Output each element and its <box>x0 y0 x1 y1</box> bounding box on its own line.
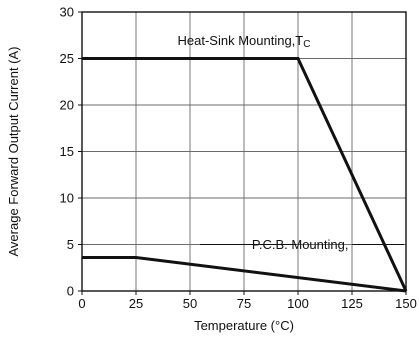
series-line-1 <box>82 57 408 292</box>
y-tick-label: 30 <box>60 5 74 20</box>
x-tick-label: 50 <box>183 296 197 311</box>
x-axis-label: Temperature (°C) <box>194 318 294 333</box>
y-tick-label: 20 <box>60 98 74 113</box>
x-tick-label: 0 <box>78 296 85 311</box>
axis-ticks: 0 25 50 75 100 125 150 0 5 10 15 20 25 30 <box>60 5 417 312</box>
x-tick-label: 25 <box>129 296 143 311</box>
annotations: Heat-Sink Mounting,TC P.C.B. Mounting, <box>178 33 404 252</box>
series-group <box>82 57 408 293</box>
y-tick-label: 5 <box>67 237 74 252</box>
grid <box>82 12 406 291</box>
series-line-2 <box>82 256 407 293</box>
x-tick-label: 125 <box>341 296 363 311</box>
heat-sink-label-subscript: C <box>303 39 310 50</box>
y-tick-label: 10 <box>60 191 74 206</box>
y-tick-label: 25 <box>60 51 74 66</box>
heat-sink-label: Heat-Sink Mounting,TC <box>178 33 311 50</box>
y-axis-label: Average Forward Output Current (A) <box>6 46 21 256</box>
x-tick-label: 100 <box>287 296 309 311</box>
y-tick-label: 15 <box>60 144 74 159</box>
x-tick-label: 150 <box>395 296 417 311</box>
x-tick-label: 75 <box>237 296 251 311</box>
pcb-label: P.C.B. Mounting, <box>252 237 349 252</box>
y-tick-label: 0 <box>67 284 74 299</box>
